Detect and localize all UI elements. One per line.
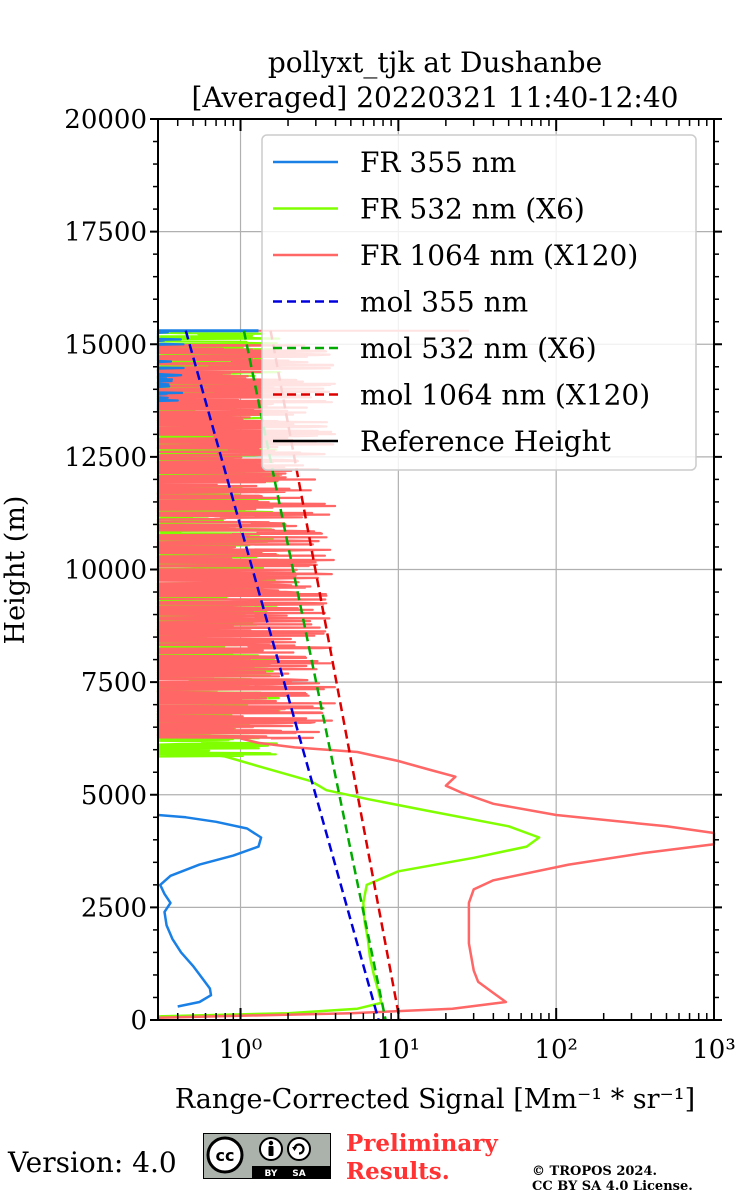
y-tick-label: 17500: [64, 218, 147, 248]
y-tick-label: 15000: [64, 330, 147, 360]
legend-label: FR 1064 nm (X120): [360, 239, 638, 272]
axis-ticks: 10⁰ 10¹ 10² 10³ 0 2500 5000 7500 10000 12500 15000…: [64, 105, 735, 1065]
legend-label: mol 1064 nm (X120): [360, 379, 650, 412]
chart-title-line2: [Averaged] 20220321 11:40-12:40: [192, 81, 679, 114]
sa-icon: [287, 1137, 311, 1161]
legend-label: FR 355 nm: [360, 146, 516, 179]
y-tick-label: 12500: [64, 443, 147, 473]
x-tick-label: 10²: [534, 1035, 578, 1065]
version-label: Version: 4.0: [8, 1146, 177, 1179]
cc-icon: [206, 1136, 244, 1174]
y-tick-label: 5000: [81, 781, 147, 811]
cc-logo-text: cc: [216, 1146, 235, 1165]
x-tick-label: 10³: [692, 1035, 736, 1065]
series-fr-532-nm-x6-: [157, 748, 541, 1018]
by-text: BY: [265, 1169, 278, 1179]
legend-box: [261, 134, 697, 471]
copyright-notice: © TROPOS 2024. CC BY SA 4.0 License.: [532, 1164, 693, 1194]
copyright-line2: CC BY SA 4.0 License.: [532, 1179, 693, 1194]
legend-label: mol 532 nm (X6): [360, 332, 597, 365]
y-tick-label: 20000: [64, 105, 147, 135]
x-tick-label: 10¹: [377, 1035, 421, 1065]
preliminary-line2: Results.: [346, 1158, 450, 1185]
lidar-profile-chart: pollyxt_tjk at Dushanbe [Averaged] 20220…: [0, 46, 736, 1115]
y-tick-label: 10000: [64, 556, 147, 586]
y-axis-label: Height (m): [0, 496, 31, 645]
legend-label: Reference Height: [360, 425, 612, 458]
series-fr-355-nm: [157, 813, 263, 1008]
x-axis-label: Range-Corrected Signal [Mm⁻¹ * sr⁻¹]: [175, 1084, 695, 1115]
preliminary-notice: Preliminary Results.: [346, 1130, 498, 1186]
chart-title-line1: pollyxt_tjk at Dushanbe: [268, 46, 602, 79]
chart-legend: FR 355 nm FR 532 nm (X6) FR 1064 nm (X120)…: [261, 134, 697, 471]
legend-label: mol 355 nm: [360, 286, 528, 319]
y-tick-label: 7500: [81, 668, 147, 698]
series-fr-1064-nm-x120-: [157, 737, 716, 1019]
copyright-line1: © TROPOS 2024.: [532, 1164, 658, 1179]
preliminary-line1: Preliminary: [346, 1130, 498, 1157]
y-tick-label: 2500: [81, 893, 147, 923]
y-tick-label: 0: [130, 1006, 147, 1036]
series-mol-355-nm: [184, 330, 380, 1021]
legend-label: FR 532 nm (X6): [360, 193, 585, 226]
sa-text: SA: [292, 1169, 305, 1179]
cc-by-sa-badge: cc BY SA: [203, 1133, 331, 1179]
x-tick-label: 10⁰: [219, 1035, 263, 1065]
